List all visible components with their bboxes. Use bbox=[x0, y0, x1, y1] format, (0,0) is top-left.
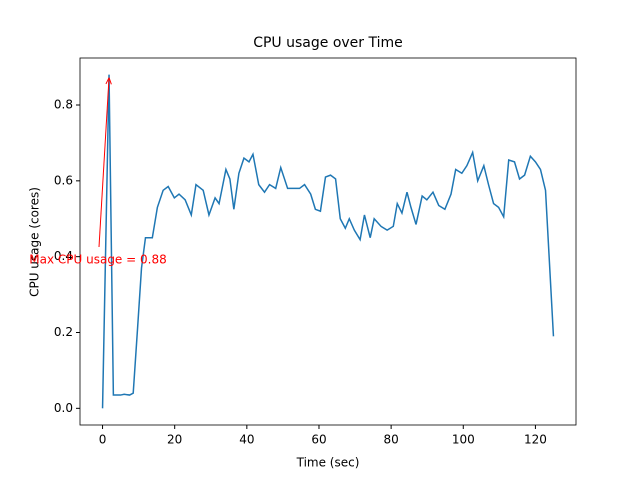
annotation-arrowhead bbox=[105, 77, 112, 85]
x-tick-label: 100 bbox=[452, 433, 475, 447]
x-tick-label: 80 bbox=[383, 433, 398, 447]
x-axis-label: Time (sec) bbox=[296, 456, 360, 470]
y-tick-label: 0.2 bbox=[54, 325, 73, 339]
x-tick-label: 0 bbox=[99, 433, 107, 447]
x-tick-label: 40 bbox=[239, 433, 254, 447]
y-tick-label: 0.0 bbox=[54, 401, 73, 415]
annotation-arrow bbox=[98, 77, 110, 248]
y-tick-label: 0.8 bbox=[54, 98, 73, 112]
plot-frame bbox=[79, 57, 577, 426]
data-line bbox=[101, 74, 555, 409]
y-tick-label: 0.6 bbox=[54, 173, 73, 187]
x-tick-label: 60 bbox=[311, 433, 326, 447]
annotation: Max CPU usage = 0.88 bbox=[29, 253, 166, 267]
x-tick-label: 120 bbox=[524, 433, 547, 447]
y-tick-label: 0.4 bbox=[54, 249, 73, 263]
y-axis-label: CPU usage (cores) bbox=[28, 187, 42, 297]
x-tick-label: 20 bbox=[167, 433, 182, 447]
chart-title: CPU usage over Time bbox=[253, 35, 403, 51]
